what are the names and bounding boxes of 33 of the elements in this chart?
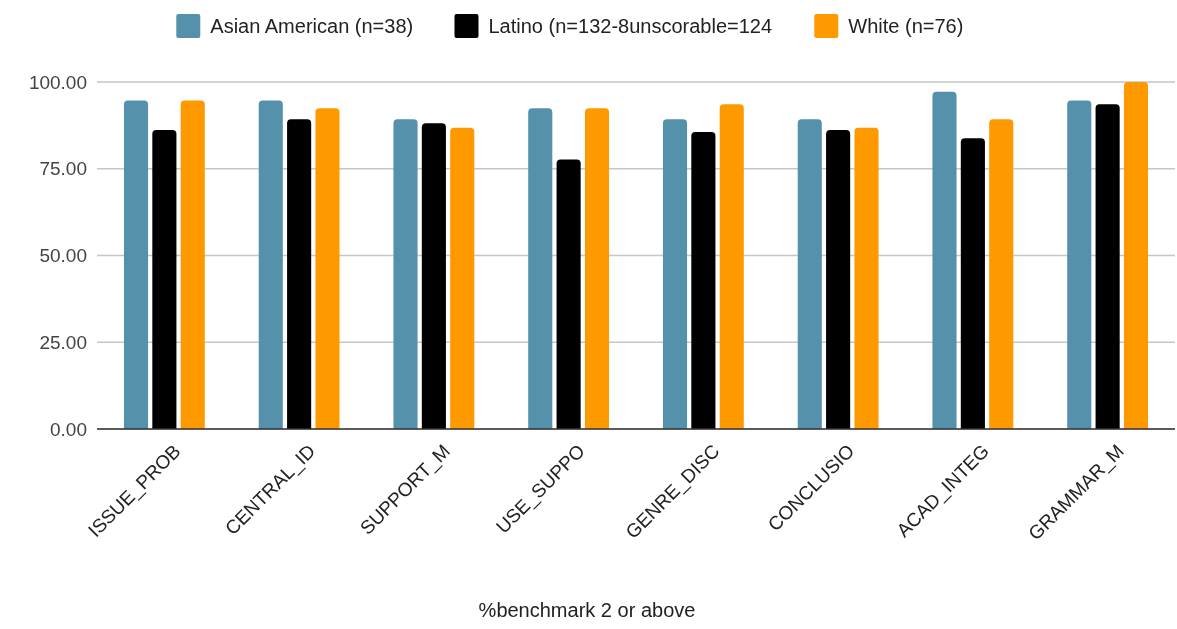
bar bbox=[826, 129, 851, 429]
bar bbox=[1095, 104, 1120, 429]
legend-label: Asian American (n=38) bbox=[210, 15, 414, 37]
y-tick-label: 100.00 bbox=[28, 71, 87, 93]
bar bbox=[123, 100, 149, 429]
bar bbox=[258, 100, 283, 429]
bar bbox=[556, 159, 581, 429]
y-tick-label: 50.00 bbox=[39, 245, 87, 267]
bar bbox=[691, 131, 716, 429]
y-tick-label: 0.00 bbox=[50, 418, 87, 440]
legend-label: Latino (n=132-8unscorable=124 bbox=[488, 15, 773, 37]
bar bbox=[315, 108, 340, 429]
bar bbox=[421, 123, 446, 429]
bar bbox=[152, 129, 177, 429]
bar bbox=[932, 91, 957, 429]
bar bbox=[1123, 82, 1149, 429]
legend-label: White (n=76) bbox=[848, 15, 964, 37]
bar bbox=[719, 104, 744, 429]
bar bbox=[528, 108, 553, 429]
bar bbox=[960, 138, 985, 429]
y-tick-label: 75.00 bbox=[39, 158, 87, 180]
bar bbox=[450, 127, 475, 429]
bar bbox=[393, 119, 418, 429]
y-tick-label: 25.00 bbox=[39, 331, 87, 353]
bar bbox=[797, 119, 822, 429]
bar bbox=[584, 108, 610, 429]
bar bbox=[287, 119, 312, 429]
bar bbox=[662, 119, 688, 429]
bar bbox=[180, 100, 205, 429]
x-axis-title: %benchmark 2 or above bbox=[478, 599, 696, 621]
bar bbox=[1067, 100, 1092, 429]
bar bbox=[854, 127, 879, 429]
bar bbox=[989, 119, 1014, 429]
